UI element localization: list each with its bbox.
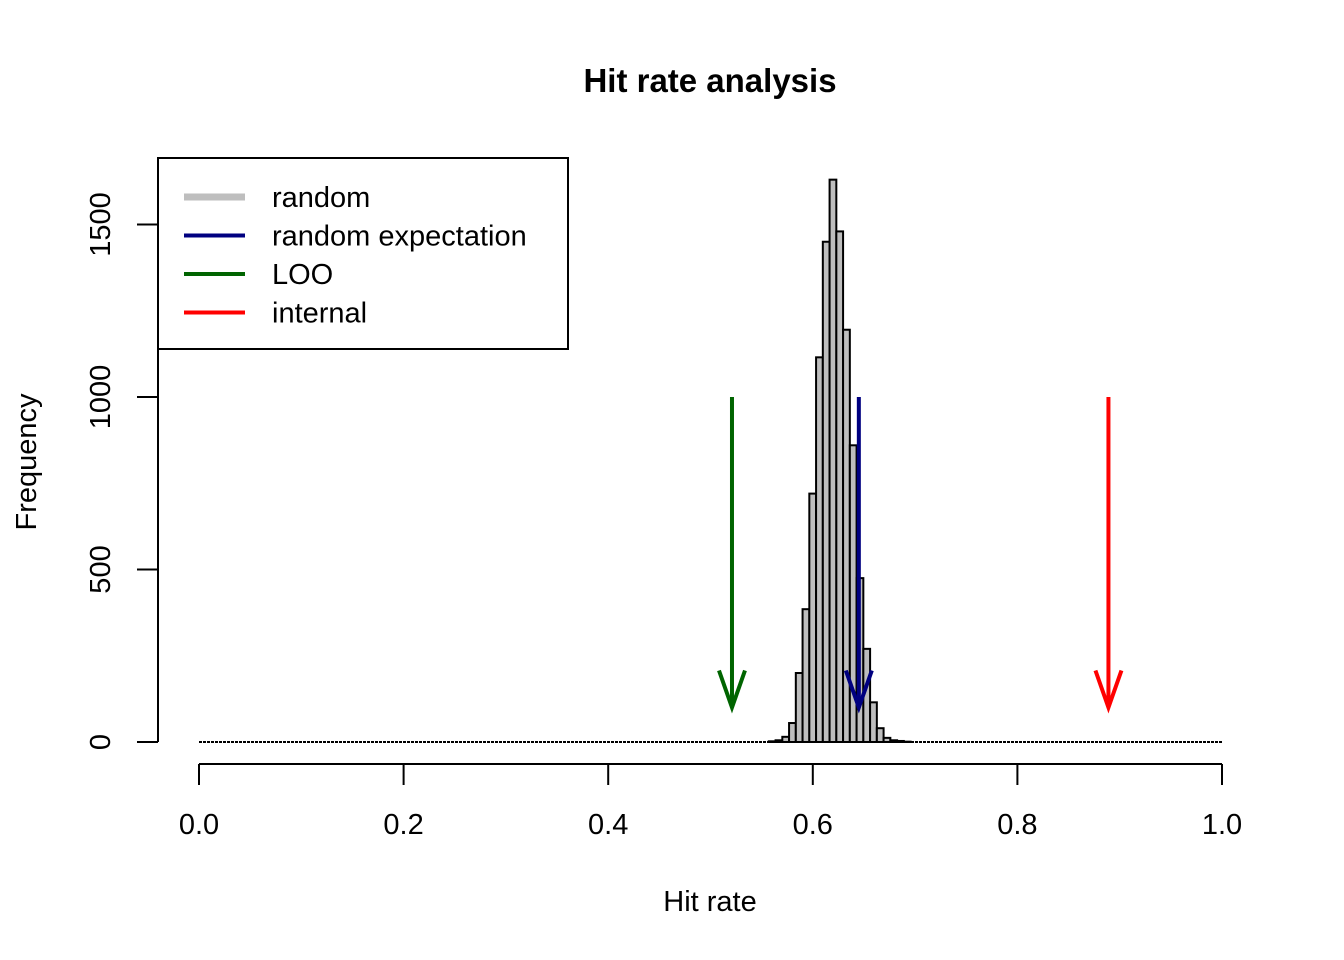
legend-label: random expectation — [272, 221, 527, 253]
histogram-bar — [869, 701, 878, 744]
histogram-bar — [835, 230, 845, 743]
histogram-bars — [767, 178, 912, 744]
legend-label: LOO — [272, 259, 333, 291]
legend: random random expectation LOO internal — [157, 157, 569, 350]
y-tick-label: 0 — [85, 734, 117, 750]
x-tick-label: 0.2 — [383, 809, 423, 841]
histogram-bar — [801, 608, 811, 743]
histogram-bar — [808, 492, 818, 743]
histogram-bar — [875, 727, 885, 744]
y-axis: 0 500 1000 1500 — [85, 192, 159, 750]
y-axis-label: Frequency — [11, 393, 43, 531]
legend-label: internal — [272, 298, 367, 330]
x-axis-label: Hit rate — [663, 886, 756, 918]
x-tick-label: 0.6 — [793, 809, 833, 841]
arrow-head — [717, 669, 747, 714]
arrows — [717, 397, 1124, 714]
histogram-bar — [794, 672, 804, 743]
histogram-bar — [788, 722, 797, 744]
x-tick-label: 0.4 — [588, 809, 628, 841]
x-tick-label: 1.0 — [1202, 809, 1242, 841]
histogram-bar — [828, 178, 838, 743]
histogram-bar — [821, 240, 831, 743]
arrow-head — [843, 669, 874, 714]
legend-label: random — [272, 182, 370, 214]
legend-box — [157, 157, 569, 350]
y-tick-label: 1000 — [85, 365, 117, 430]
x-tick-label: 0.8 — [997, 809, 1037, 841]
chart-title: Hit rate analysis — [583, 62, 836, 99]
x-axis: 0.0 0.2 0.4 0.6 0.8 1.0 — [179, 763, 1242, 841]
histogram-bar — [815, 356, 824, 743]
x-tick-label: 0.0 — [179, 809, 219, 841]
y-tick-label: 500 — [85, 545, 117, 593]
arrow-head — [1093, 669, 1124, 714]
y-tick-label: 1500 — [85, 192, 117, 257]
